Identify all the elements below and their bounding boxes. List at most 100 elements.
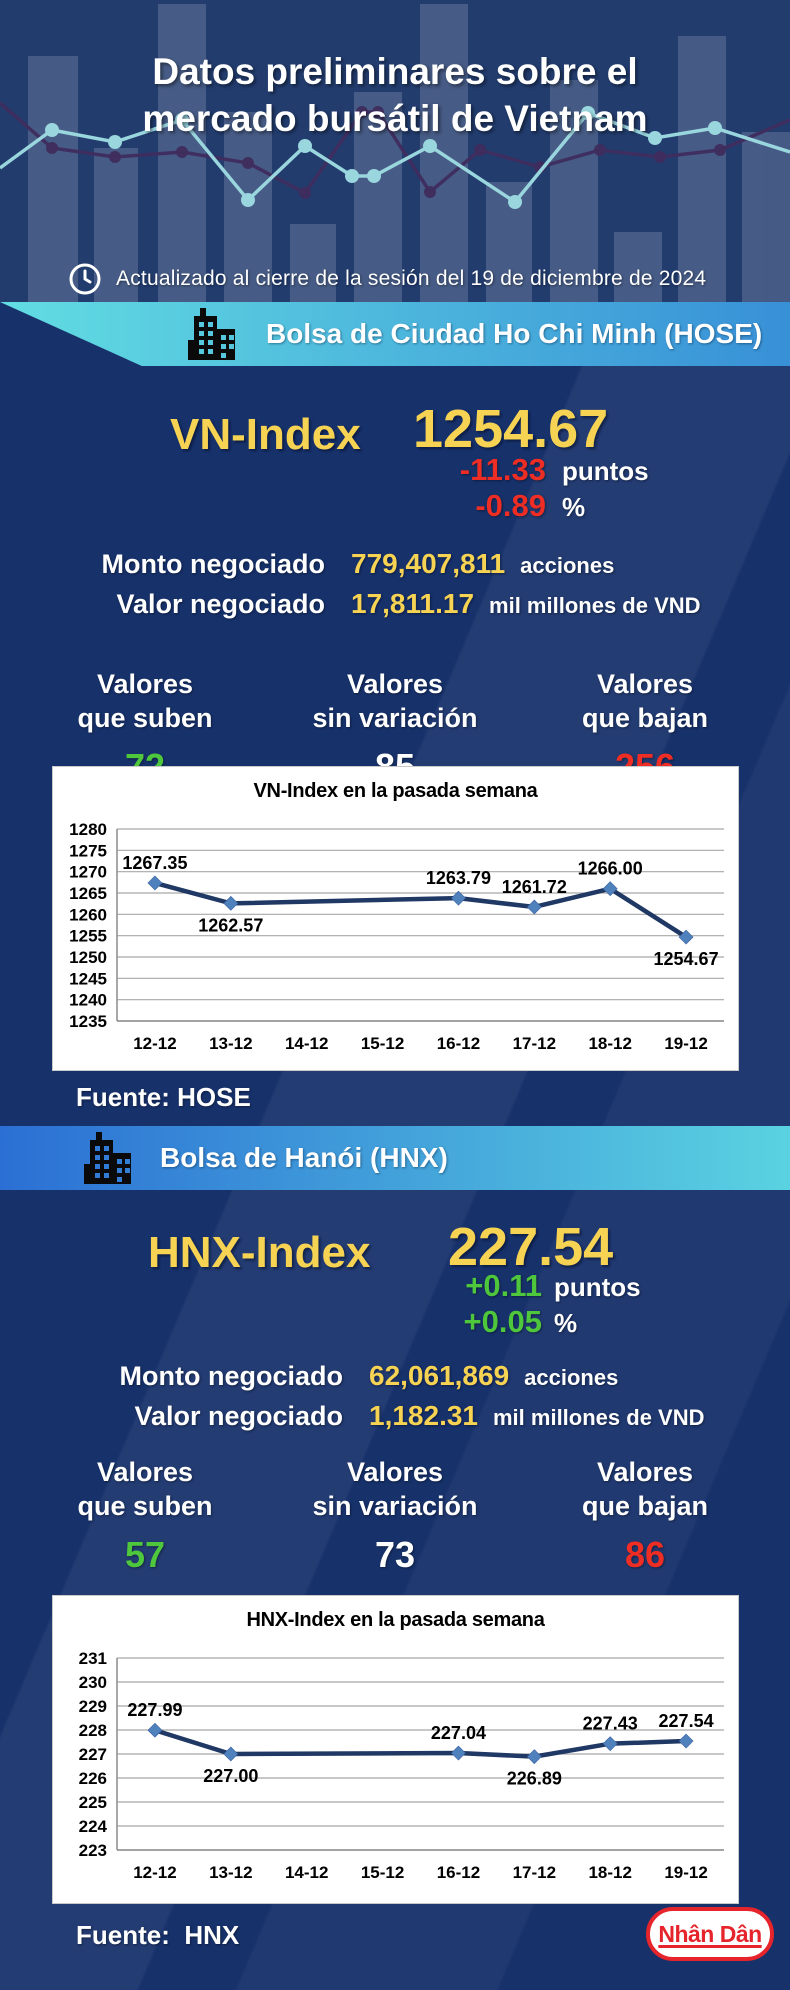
vn-value-value: 17,811.17 <box>351 588 475 619</box>
hnx-decliners-label1: Valores <box>596 1457 694 1487</box>
svg-text:229: 229 <box>79 1697 107 1716</box>
vn-chart-card: VN-Index en la pasada semana 1280 1275 127… <box>52 766 739 1071</box>
svg-text:18-12: 18-12 <box>588 1863 631 1882</box>
vn-chart-title: VN-Index en la pasada semana <box>253 780 538 802</box>
exchange-name-hose: Bolsa de Ciudad Ho Chi Minh (HOSE) <box>266 318 763 349</box>
hnx-index-value: 227.54 <box>448 1217 614 1277</box>
clock-icon <box>69 263 101 295</box>
header-teal-line <box>0 110 790 205</box>
hnx-breadth-columns: Valores que suben 57 Valores sin variaci… <box>20 1456 770 1576</box>
svg-text:227.43: 227.43 <box>583 1714 638 1734</box>
vn-value-row: Valor negociado 17,811.17 mil millones d… <box>0 588 760 620</box>
hnx-points-unit: puntos <box>554 1272 641 1302</box>
nhandan-logo-text: Nhân Dân <box>658 1920 762 1947</box>
svg-text:227.04: 227.04 <box>431 1723 486 1743</box>
hnx-volume-label: Monto negociado <box>119 1361 343 1391</box>
svg-text:227.00: 227.00 <box>203 1766 258 1786</box>
svg-text:1261.72: 1261.72 <box>502 877 567 897</box>
svg-text:228: 228 <box>79 1721 107 1740</box>
vn-change-points-row: -11.33 puntos <box>448 452 649 488</box>
svg-text:17-12: 17-12 <box>513 1034 556 1053</box>
svg-text:13-12: 13-12 <box>209 1034 252 1053</box>
vn-change-percent-row: -0.89 % <box>448 488 585 524</box>
svg-text:223: 223 <box>79 1841 107 1860</box>
source-hnx: Fuente: HNX <box>76 1920 240 1950</box>
vn-percent-unit: % <box>562 492 586 522</box>
vn-decliners-label1: Valores <box>596 669 694 699</box>
vn-change-points: -11.33 <box>459 452 546 487</box>
building-icon <box>188 308 238 360</box>
vn-volume-value: 779,407,811 <box>351 548 506 579</box>
source-hose: Fuente: HOSE <box>76 1082 251 1112</box>
svg-text:225: 225 <box>79 1793 107 1812</box>
svg-text:1280: 1280 <box>69 820 107 839</box>
update-text: Actualizado al cierre de la sesión del 1… <box>116 267 707 290</box>
hnx-change-points: +0.11 <box>465 1268 542 1303</box>
page-title-line2: mercado bursátil de Vietnam <box>142 98 648 140</box>
section-header-hnx: Bolsa de Hanói (HNX) <box>0 1126 790 1190</box>
hnx-value-unit: mil millones de VND <box>493 1405 705 1430</box>
svg-text:1254.67: 1254.67 <box>654 949 719 969</box>
vn-index-name: VN-Index <box>170 410 361 459</box>
svg-text:227: 227 <box>79 1745 107 1764</box>
hnx-decliners-label2: que bajan <box>581 1490 709 1521</box>
page-title-line1: Datos preliminares sobre el <box>152 51 638 92</box>
vn-value-label: Valor negociado <box>116 589 325 619</box>
svg-text:16-12: 16-12 <box>437 1034 480 1053</box>
hnx-value-label: Valor negociado <box>134 1401 343 1431</box>
svg-text:15-12: 15-12 <box>361 1863 404 1882</box>
hnx-change-points-row: +0.11 puntos <box>460 1268 641 1304</box>
hnx-unchanged-column: Valores sin variación 73 <box>270 1456 520 1576</box>
svg-text:12-12: 12-12 <box>133 1863 176 1882</box>
exchange-name-hnx: Bolsa de Hanói (HNX) <box>160 1142 448 1173</box>
svg-text:226.89: 226.89 <box>507 1769 562 1789</box>
hnx-change-percent-row: +0.05 % <box>460 1304 578 1340</box>
svg-text:1263.79: 1263.79 <box>426 868 491 888</box>
vn-change-percent: -0.89 <box>475 488 546 523</box>
hnx-value-row: Valor negociado 1,182.31 mil millones de… <box>0 1400 760 1432</box>
svg-text:12-12: 12-12 <box>133 1034 176 1053</box>
hnx-advancers-column: Valores que suben 57 <box>20 1456 270 1576</box>
svg-text:1260: 1260 <box>69 905 107 924</box>
vn-volume-label: Monto negociado <box>101 549 325 579</box>
vn-decliners-label2: que bajan <box>581 702 709 733</box>
header-teal-dots <box>45 106 722 209</box>
hnx-volume-unit: acciones <box>524 1365 619 1390</box>
hnx-value-value: 1,182.31 <box>369 1400 478 1431</box>
svg-text:13-12: 13-12 <box>209 1863 252 1882</box>
svg-text:15-12: 15-12 <box>361 1034 404 1053</box>
hnx-chart-card: HNX-Index en la pasada semana 231 230 229 2… <box>52 1595 739 1904</box>
header-decoration-chart <box>0 4 790 302</box>
svg-text:231: 231 <box>79 1649 107 1668</box>
nhandan-logo: Nhân Dân <box>646 1907 774 1961</box>
svg-text:1270: 1270 <box>69 863 107 882</box>
vn-index-value: 1254.67 <box>413 399 609 459</box>
hnx-chart-title: HNX-Index en la pasada semana <box>246 1609 545 1631</box>
vn-volume-row: Monto negociado 779,407,811 acciones <box>0 548 760 580</box>
building-icon <box>84 1132 134 1184</box>
svg-text:19-12: 19-12 <box>664 1863 707 1882</box>
svg-text:1262.57: 1262.57 <box>198 915 263 935</box>
hnx-advancers-label1: Valores <box>96 1457 194 1487</box>
hnx-volume-value: 62,061,869 <box>369 1360 510 1391</box>
hnx-unchanged-label2: sin variación <box>312 1490 478 1521</box>
svg-text:226: 226 <box>79 1769 107 1788</box>
svg-text:1265: 1265 <box>69 884 107 903</box>
page-title: Datos preliminares sobre el mercado burs… <box>0 48 790 143</box>
svg-text:1250: 1250 <box>69 948 107 967</box>
hnx-volume-row: Monto negociado 62,061,869 acciones <box>0 1360 760 1392</box>
vn-volume-unit: acciones <box>520 553 615 578</box>
vn-unchanged-label2: sin variación <box>312 702 478 733</box>
svg-text:1267.35: 1267.35 <box>122 853 187 873</box>
hnx-advancers-count: 57 <box>124 1533 166 1575</box>
svg-text:1266.00: 1266.00 <box>578 859 643 879</box>
svg-text:230: 230 <box>79 1673 107 1692</box>
hnx-decliners-column: Valores que bajan 86 <box>520 1456 770 1576</box>
vn-value-unit: mil millones de VND <box>489 593 701 618</box>
hnx-unchanged-label1: Valores <box>346 1457 444 1487</box>
vn-points-unit: puntos <box>562 456 649 486</box>
vn-index-chart: 1280 1275 1270 1265 1260 1255 1250 1245 1240 1235… <box>69 820 724 1053</box>
section-header-hose: Bolsa de Ciudad Ho Chi Minh (HOSE) <box>0 302 790 366</box>
svg-text:1235: 1235 <box>69 1012 107 1031</box>
